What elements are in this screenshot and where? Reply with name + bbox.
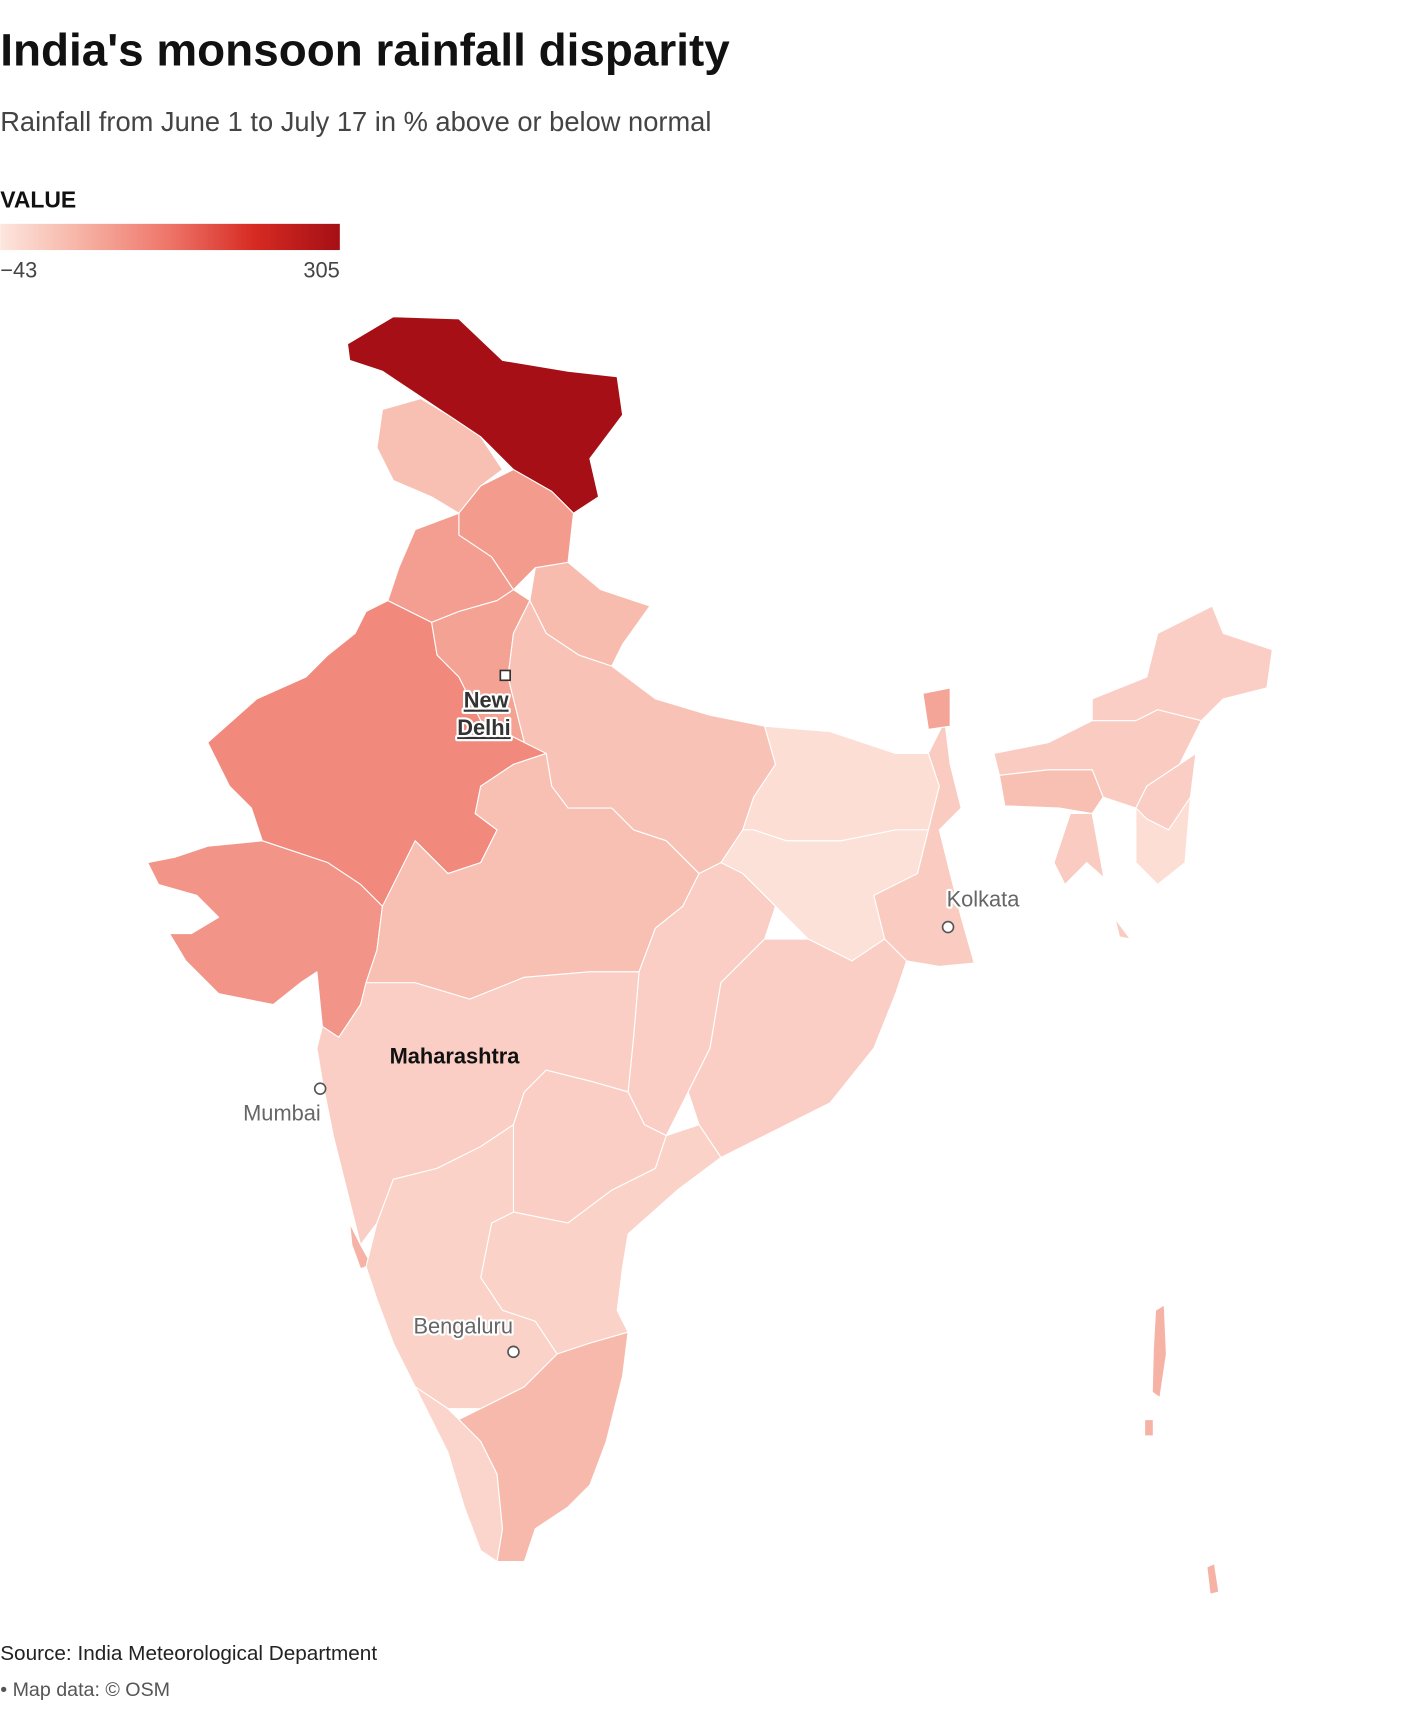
city-label: Mumbai xyxy=(243,1100,321,1125)
region xyxy=(1053,812,1131,940)
source: Source: India Meteorological Department xyxy=(0,1642,377,1665)
region xyxy=(1206,1563,1220,1595)
city-marker xyxy=(313,1082,327,1095)
legend-title: VALUE xyxy=(0,186,76,212)
city-marker xyxy=(507,1345,520,1359)
region xyxy=(687,938,908,1159)
legend-tick-label: −43 xyxy=(0,257,37,282)
city-label: Delhi xyxy=(457,715,510,740)
legend-tick-label: 305 xyxy=(303,257,339,282)
credit: • Map data: © OSM xyxy=(0,1679,170,1701)
region xyxy=(742,725,940,842)
subtitle: Rainfall from June 1 to July 17 in % abo… xyxy=(0,106,711,137)
legend-bar xyxy=(0,223,340,251)
region xyxy=(1151,1304,1167,1399)
region xyxy=(346,316,624,514)
region xyxy=(1135,796,1192,886)
region xyxy=(1091,605,1273,722)
region xyxy=(873,720,975,967)
region xyxy=(458,1331,629,1563)
city-marker xyxy=(941,920,955,934)
capital-marker xyxy=(499,669,511,682)
labels: New Delhi Kolkata Mumbai Bengaluru Mahar… xyxy=(241,669,1022,1359)
region xyxy=(1144,1418,1154,1437)
region xyxy=(922,687,951,730)
region xyxy=(365,1124,558,1410)
state-label: Maharashtra xyxy=(390,1044,521,1069)
city-label: New xyxy=(464,688,510,713)
title: India's monsoon rainfall disparity xyxy=(0,24,730,76)
city-label: Bengaluru xyxy=(413,1313,513,1338)
city-label: Kolkata xyxy=(947,886,1021,911)
regions xyxy=(147,316,1273,1595)
region xyxy=(998,769,1104,815)
